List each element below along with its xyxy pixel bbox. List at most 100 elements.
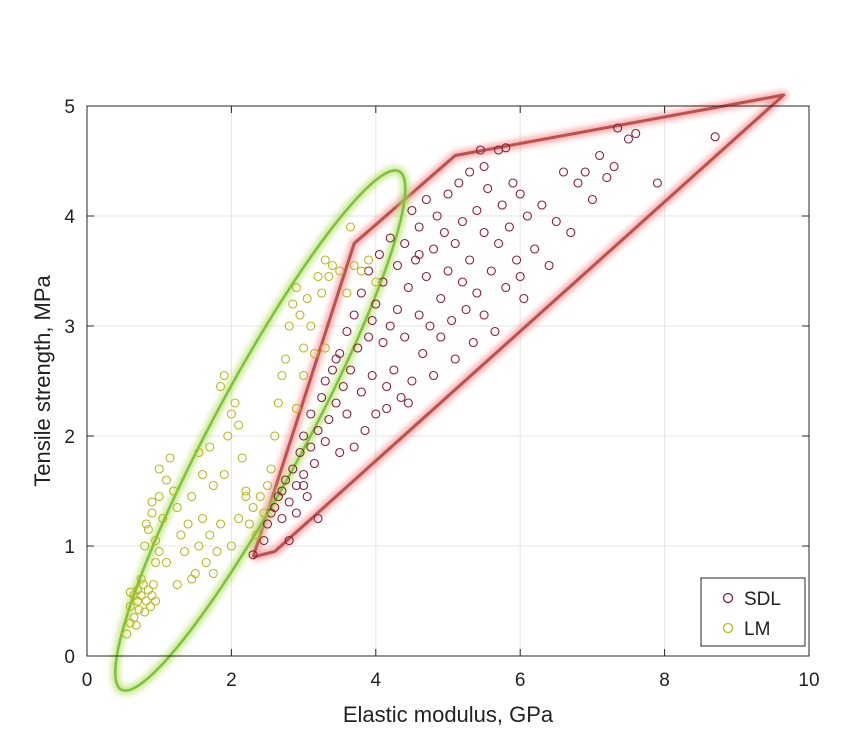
lm-point [234,420,244,430]
lm-point [320,343,330,353]
sdl-point [295,447,305,458]
lm-point [183,519,193,529]
lm-point [356,266,366,276]
lm-point [219,469,229,480]
lm-point [309,348,319,359]
legend-label-sdl: SDL [744,589,781,610]
lm-point [134,605,144,615]
sdl-point [400,332,410,342]
sdl-point [284,497,294,507]
lm-point [197,469,208,480]
sdl-point [421,271,431,282]
lm-point [230,398,240,408]
sdl-point [349,310,359,320]
lm-point [194,541,204,551]
lm-point [141,596,151,606]
sdl-point [483,183,493,194]
lm-point [197,513,208,524]
lm-point [154,491,164,502]
sdl-point [262,519,273,529]
sdl-point [631,128,641,139]
lm-point [169,486,179,496]
sdl-point [623,134,634,144]
sdl-point [447,315,457,326]
lm-point [277,370,287,381]
sdl-point [710,132,720,142]
sdl-point [602,172,612,183]
sdl-point [356,288,366,298]
legend-box [700,577,806,647]
lm-point [165,453,175,463]
sdl-point [288,464,298,474]
sdl-point [504,222,514,232]
sdl-point [403,398,413,408]
lm-point [226,541,236,551]
sdl-point [299,469,309,480]
sdl-point [364,266,374,276]
legend-marker-lm [722,622,734,634]
lm-point [194,447,204,458]
lm-point [216,519,226,529]
lm-point [291,282,301,293]
sdl-point [418,348,428,359]
sdl-point [371,409,381,419]
sdl-point [313,425,323,436]
sdl-point [443,266,453,276]
lm-point [244,519,254,529]
x-tick-label: 10 [798,670,819,691]
lm-point [327,260,338,271]
lm-point [205,530,215,540]
lm-point [306,321,316,331]
lm-point [140,541,150,551]
lm-point [148,579,158,590]
axis-ticks [86,105,810,657]
lm-point [143,524,153,535]
lm-point [216,381,226,392]
lm-point [151,535,161,546]
lm-point [187,491,197,502]
sdl-point [313,513,323,524]
sdl-point [392,260,403,271]
lm-point [138,579,148,590]
sdl-point [309,458,319,469]
legend-marker-sdl [722,592,734,604]
y-tick-label: 4 [64,207,75,228]
sdl-point [382,403,392,414]
lm-point [262,480,273,491]
lm-point [248,502,258,513]
sdl-point [385,321,395,331]
sdl-point [421,194,431,205]
lm-point [284,321,294,331]
region-shapes [110,90,789,696]
sdl-point [530,244,540,254]
sdl-point [385,233,395,243]
lm-point [371,277,381,287]
y-tick-label: 5 [64,97,75,118]
lm-point [295,310,305,320]
lm-point [255,491,265,502]
plot-frame [86,105,810,657]
lm-point [141,519,151,529]
lm-point [208,480,218,491]
sdl-point [652,178,662,188]
sdl-point [551,216,561,227]
lm-point [154,546,164,557]
sdl-point [479,310,489,320]
lm-point [151,596,161,606]
lm-point [223,431,233,441]
lm-point [364,255,374,265]
sdl-point [461,304,471,315]
sdl-point [429,244,439,254]
sdl-point [389,365,399,375]
y-tick-label: 3 [64,317,75,338]
sdl-point [342,409,352,419]
sdl-point [317,392,327,403]
sdl-point [331,354,341,364]
lm-point [219,370,229,381]
sdl-point [512,255,522,265]
lm-point [161,557,171,568]
x-tick-label: 6 [515,670,526,691]
sdl-point [291,508,301,518]
lm-point [161,475,171,485]
lm-point [273,398,283,408]
